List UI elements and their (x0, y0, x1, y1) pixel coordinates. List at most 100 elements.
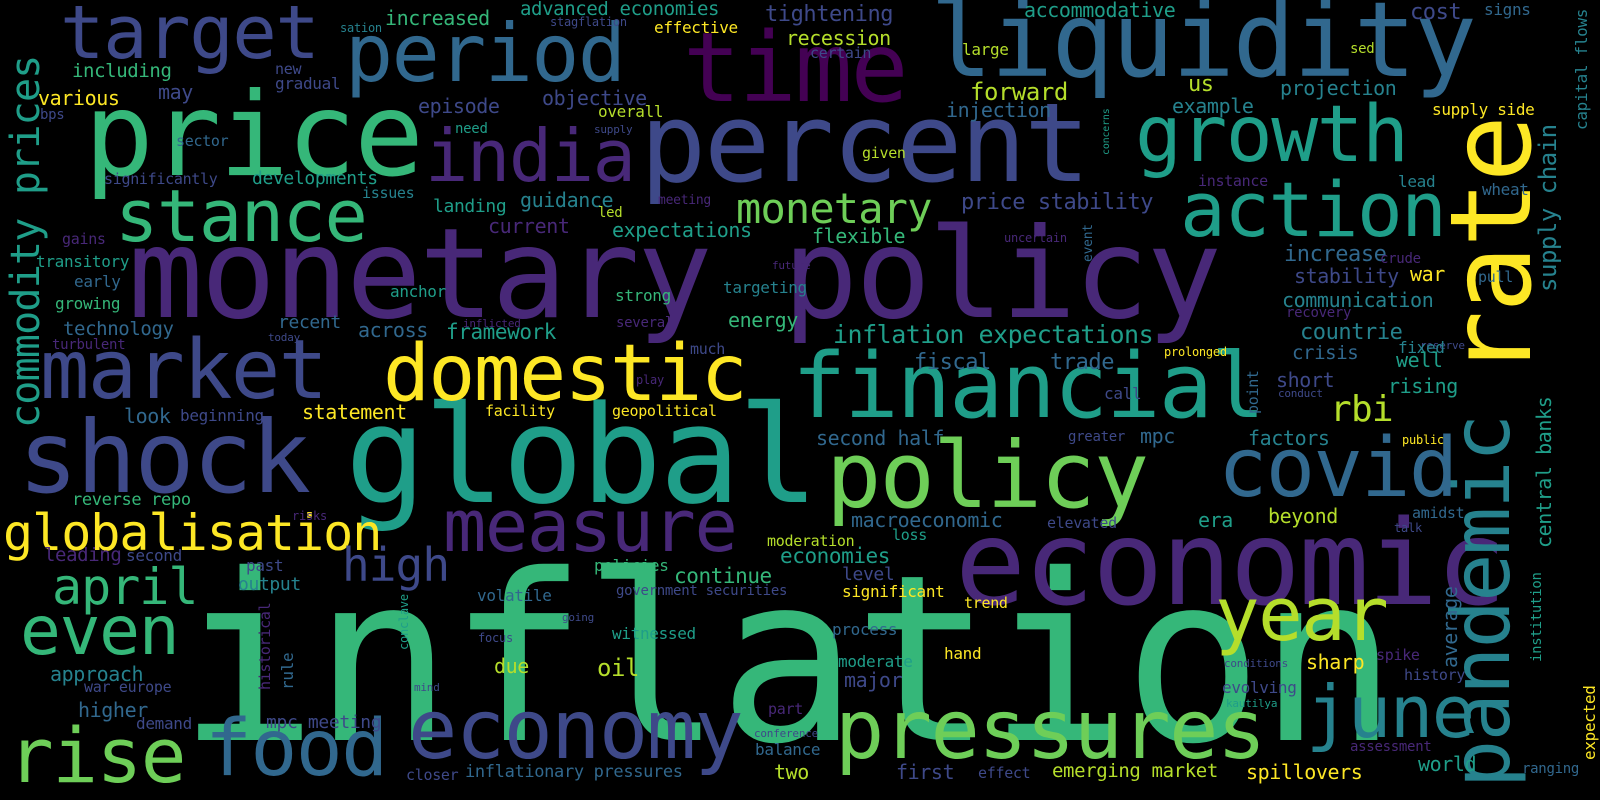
word-april: april (52, 558, 199, 616)
word-risks: risks (292, 509, 327, 523)
word-wheat: wheat (1482, 180, 1529, 199)
word-call: call (1104, 384, 1142, 403)
word-ranging: ranging (1522, 761, 1580, 777)
word-expected: expected (1580, 685, 1599, 760)
word-assessment: assessment (1350, 739, 1432, 755)
word-developments: developments (252, 168, 378, 189)
word-elevated: elevated (1047, 514, 1117, 532)
word-us: us (1188, 72, 1214, 97)
word-price-stability: price stability (961, 190, 1154, 215)
word-trade: trade (1050, 350, 1115, 375)
word-inflation: inflation (178, 525, 1398, 795)
word-domestic: domestic (383, 329, 748, 419)
word-measure: measure (443, 484, 738, 568)
word-part: part (768, 700, 803, 718)
word-macroeconomic: macroeconomic (851, 508, 1003, 532)
word-even: even (20, 592, 180, 671)
word-landing: landing (433, 196, 507, 217)
word-focus: focus (478, 631, 513, 645)
word-stagflation: stagflation (550, 15, 627, 29)
word-signs: signs (1484, 0, 1531, 19)
word-historical: historical (256, 602, 274, 690)
word-two: two (774, 760, 809, 784)
word-tightening: tightening (765, 2, 894, 27)
word-economy: economy (408, 683, 744, 778)
word-moderate: moderate (838, 652, 913, 671)
word-institution: institution (1529, 572, 1545, 662)
word-past: past (246, 556, 284, 575)
word-gains: gains (62, 230, 106, 248)
word-stance: stance (115, 174, 368, 258)
word-covid: covid (1218, 421, 1458, 516)
word-public: public (1402, 433, 1444, 447)
word-facility: facility (485, 402, 555, 420)
word-future: future (772, 259, 811, 272)
word-monetary: monetary (736, 184, 932, 233)
word-technology: technology (63, 318, 174, 340)
word-episode: episode (418, 94, 500, 118)
word-central-banks: central banks (1532, 396, 1556, 548)
word-crude: crude (1380, 251, 1421, 267)
word-flexible: flexible (812, 224, 906, 248)
word-reverse-repo: reverse repo (72, 490, 191, 510)
word-beginning: beginning (180, 406, 264, 425)
word-recession: recession (786, 26, 891, 50)
word-time: time (683, 12, 908, 124)
word-major: major (844, 668, 903, 692)
word-year: year (1215, 572, 1389, 658)
word-effective: effective (654, 18, 738, 37)
word-history: history (1404, 666, 1466, 684)
word-economic: economic (955, 494, 1507, 632)
word-war-europe: war europe (84, 678, 172, 696)
word-inflationary-pressures: inflationary pressures (465, 762, 683, 782)
word-percent: percent (640, 79, 1090, 207)
word-financial: financial (792, 334, 1265, 439)
word-mpc: mpc (1140, 424, 1175, 448)
word-injection: injection (946, 98, 1051, 122)
word-beyond: beyond (1268, 504, 1338, 528)
word-rise: rise (8, 711, 186, 800)
word-meeting: meeting (658, 193, 711, 208)
word-example: example (1172, 94, 1254, 118)
word-loss: loss (892, 526, 927, 544)
word-well: well (1396, 348, 1443, 372)
word-prolonged: prolonged (1164, 345, 1227, 359)
word-event: event (1081, 224, 1096, 262)
word-sed: sed (1350, 41, 1375, 57)
word-lead: lead (1398, 172, 1436, 191)
word-across: across (358, 318, 428, 342)
word-much: much (690, 340, 725, 358)
word-process: process (832, 620, 898, 639)
word-supply: supply (594, 123, 633, 136)
word-inflicted: inflicted (463, 317, 521, 330)
word-amidst: amidst (1412, 504, 1465, 522)
word-rising: rising (1388, 374, 1458, 398)
word-target: target (60, 0, 320, 76)
word-recent: recent (278, 312, 341, 333)
word-june: june (1306, 670, 1475, 754)
word-recovery: recovery (1286, 305, 1352, 321)
word-objective: objective (542, 86, 647, 110)
word-going: going (562, 611, 595, 624)
word-large: large (962, 40, 1009, 59)
word-trend: trend (964, 594, 1008, 612)
word-targeting: targeting (723, 278, 807, 297)
word-balance: balance (755, 740, 821, 759)
word-monetary-policy: monetary policy (128, 202, 1222, 347)
word-pressures: pressures (835, 683, 1266, 778)
word-inflation-expectations: inflation expectations (833, 320, 1154, 349)
word-globalisation: globalisation (3, 504, 382, 562)
word-various: various (38, 86, 120, 110)
word-accommodative: accommodative (1024, 0, 1176, 22)
word-average: average (1438, 586, 1462, 669)
word-government-securities: government securities (616, 583, 788, 599)
word-growing: growing (55, 294, 121, 313)
word-period: period (345, 7, 626, 100)
word-global: global (345, 377, 819, 534)
word-play: play (636, 373, 664, 387)
word-leading: leading (44, 544, 122, 566)
word-moderation: moderation (767, 532, 855, 550)
word-increase: increase (1284, 242, 1387, 267)
word-demand: demand (136, 714, 192, 733)
